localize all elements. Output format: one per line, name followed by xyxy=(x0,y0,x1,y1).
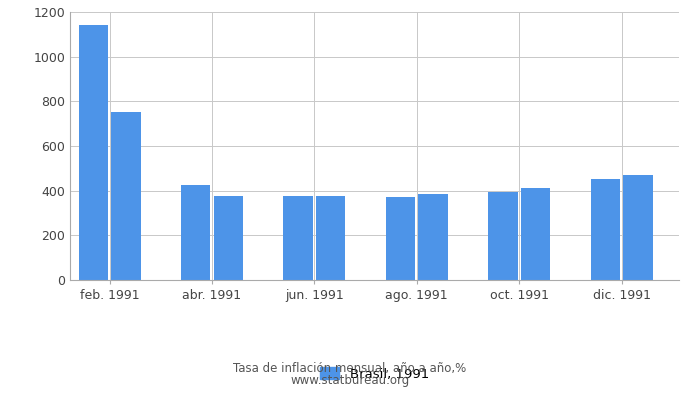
Bar xyxy=(591,179,620,280)
Bar xyxy=(111,112,141,280)
Bar xyxy=(78,25,108,280)
Bar xyxy=(419,194,448,280)
Bar xyxy=(386,197,415,280)
Bar xyxy=(488,192,517,280)
Text: Tasa de inflación mensual, año a año,%: Tasa de inflación mensual, año a año,% xyxy=(233,362,467,375)
Legend: Brasil, 1991: Brasil, 1991 xyxy=(314,362,435,386)
Bar xyxy=(316,196,345,280)
Bar xyxy=(623,175,652,280)
Bar xyxy=(214,196,243,280)
Bar xyxy=(181,185,211,280)
Bar xyxy=(521,188,550,280)
Text: www.statbureau.org: www.statbureau.org xyxy=(290,374,410,387)
Bar xyxy=(284,196,313,280)
